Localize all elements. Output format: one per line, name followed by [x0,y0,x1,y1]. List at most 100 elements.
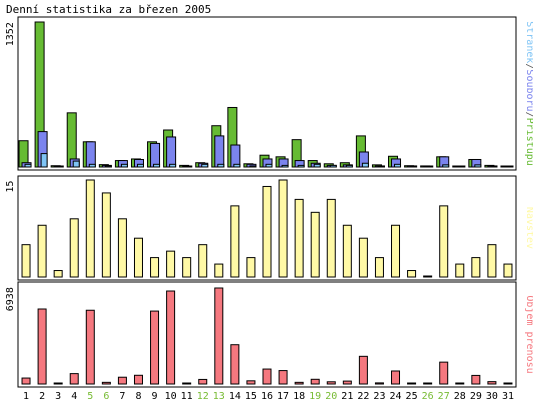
x-tick-day-12: 12 [197,391,209,402]
bar-hits-Stránek-day-28 [458,165,466,168]
bar-visits-Návštěv-day-1 [21,244,31,278]
bar-volume-Objem přenosu-day-24 [391,370,401,385]
legend-part: Návštěv [524,207,533,249]
x-tick-day-26: 26 [422,391,434,402]
bar-visits-Návštěv-day-2 [37,224,47,278]
bar-volume-Objem přenosu-day-2 [37,308,47,385]
bar-hits-Stránek-day-22 [361,162,369,168]
x-tick-day-10: 10 [165,391,177,402]
x-tick-day-16: 16 [261,391,273,402]
bar-hits-Stránek-day-3 [56,165,64,168]
bar-visits-Návštěv-day-11 [182,257,192,278]
bar-volume-Objem přenosu-day-16 [262,368,272,385]
x-tick-day-31: 31 [502,391,514,402]
bar-hits-Souborů-day-13 [214,135,225,168]
bar-hits-Stránek-day-9 [153,163,161,168]
bar-volume-Objem přenosu-day-22 [358,355,368,385]
x-tick-day-30: 30 [486,391,498,402]
bar-visits-Návštěv-day-17 [278,179,288,278]
bar-hits-Stránek-day-25 [410,165,418,168]
bar-visits-Návštěv-day-22 [358,237,368,278]
bar-volume-Objem přenosu-day-4 [69,373,79,385]
legend-volume: Objem přenosu [524,295,533,373]
x-tick-day-8: 8 [135,391,141,402]
x-tick-day-7: 7 [119,391,125,402]
bar-hits-Stránek-day-14 [233,163,241,168]
bar-hits-Stránek-day-23 [377,165,385,168]
bar-visits-Návštěv-day-28 [455,263,465,278]
bar-hits-Stránek-day-24 [394,163,402,168]
bar-hits-Stránek-day-1 [24,163,32,168]
x-tick-day-1: 1 [23,391,29,402]
bar-volume-Objem přenosu-day-10 [166,290,176,385]
bar-volume-Objem přenosu-day-14 [230,344,240,385]
panel-frame-1 [17,16,517,171]
bar-volume-Objem přenosu-day-17 [278,370,288,385]
ymax-label-volume: 6938 [5,287,16,311]
bar-volume-Objem přenosu-day-29 [471,374,481,385]
bar-visits-Návštěv-day-24 [391,224,401,278]
bar-volume-Objem přenosu-day-6 [101,381,111,385]
bar-hits-Stránek-day-17 [281,164,289,168]
bar-visits-Návštěv-day-29 [471,257,481,278]
x-tick-day-27: 27 [438,391,450,402]
bar-visits-Návštěv-day-19 [310,211,320,278]
x-tick-day-4: 4 [71,391,77,402]
bar-visits-Návštěv-day-25 [407,270,417,278]
legend-part: / [524,112,533,118]
x-tick-day-22: 22 [357,391,369,402]
bar-hits-Souborů-day-9 [150,142,161,168]
bar-visits-Návštěv-day-26 [423,275,433,278]
bar-visits-Návštěv-day-9 [150,257,160,278]
bar-hits-Stránek-day-6 [104,165,112,168]
x-tick-day-11: 11 [181,391,193,402]
bar-volume-Objem přenosu-day-19 [310,378,320,385]
x-tick-day-21: 21 [341,391,353,402]
bar-visits-Návštěv-day-10 [166,250,176,278]
bar-hits-Stránek-day-18 [297,164,305,168]
bar-hits-Souborů-day-10 [166,136,177,168]
bar-hits-Stránek-day-5 [88,163,96,168]
bar-visits-Návštěv-day-20 [326,198,336,278]
x-tick-day-6: 6 [103,391,109,402]
x-tick-day-15: 15 [245,391,257,402]
bar-hits-Souborů-day-14 [230,144,241,168]
legend-part: / [524,63,533,69]
bar-hits-Stránek-day-21 [345,164,353,168]
bar-visits-Návštěv-day-6 [101,192,111,278]
bar-visits-Návštěv-day-8 [133,237,143,278]
bar-hits-Stránek-day-2 [40,153,48,168]
bar-hits-Stránek-day-13 [217,163,225,168]
bar-visits-Návštěv-day-16 [262,185,272,278]
bar-visits-Návštěv-day-13 [214,263,224,278]
bar-hits-Stránek-day-26 [426,165,434,168]
bar-volume-Objem přenosu-day-13 [214,287,224,385]
bar-visits-Návštěv-day-15 [246,257,256,278]
bar-hits-Stránek-day-15 [249,165,257,168]
bar-hits-Stránek-day-12 [201,163,209,168]
bar-visits-Návštěv-day-27 [439,205,449,278]
bar-hits-Stránek-day-8 [136,163,144,168]
x-tick-day-2: 2 [39,391,45,402]
bar-volume-Objem přenosu-day-18 [294,381,304,385]
bar-hits-Stránek-day-27 [442,164,450,168]
bar-hits-Stránek-day-30 [490,165,498,168]
bar-volume-Objem přenosu-day-28 [455,382,465,385]
legend-part: Souborů [524,69,533,111]
x-tick-day-17: 17 [277,391,289,402]
legend-part: Přístupů [524,118,533,166]
x-tick-day-23: 23 [373,391,385,402]
bar-volume-Objem přenosu-day-23 [374,382,384,385]
chart-title: Denní statistika za březen 2005 [6,3,212,16]
ymax-label-hits: 1352 [5,22,16,46]
bar-visits-Návštěv-day-5 [85,179,95,278]
x-tick-day-19: 19 [309,391,321,402]
bar-volume-Objem přenosu-day-9 [150,310,160,385]
x-tick-day-20: 20 [325,391,337,402]
x-tick-day-29: 29 [470,391,482,402]
bar-volume-Objem přenosu-day-11 [182,382,192,385]
x-tick-day-3: 3 [55,391,61,402]
bar-volume-Objem přenosu-day-3 [53,382,63,385]
